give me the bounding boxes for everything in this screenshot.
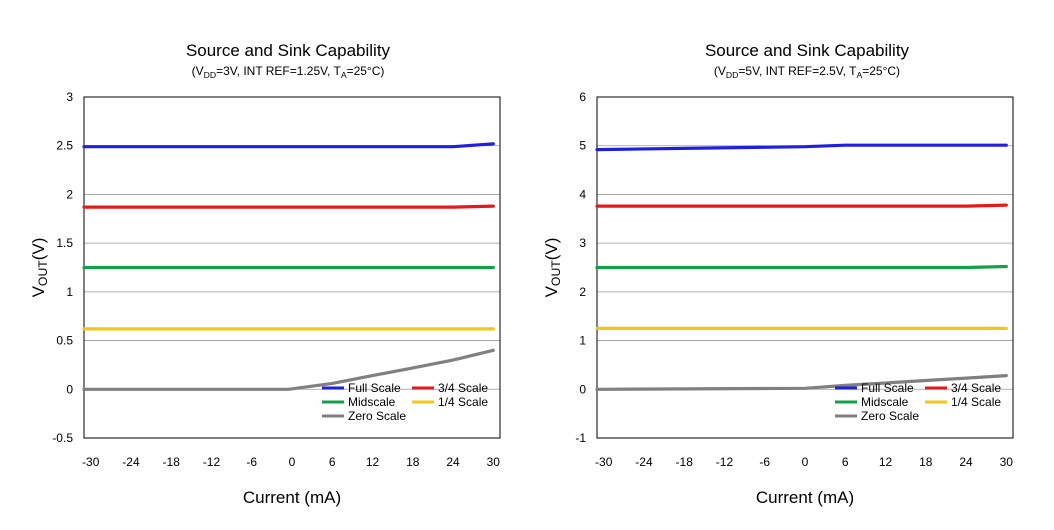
x-tick-label: 24 (959, 455, 973, 469)
chart-2: Source and Sink Capability (VDD=5V, INT R… (542, 41, 1014, 507)
x-tick-label: -6 (246, 455, 257, 469)
x-tick-label: -24 (122, 455, 140, 469)
subtitle-part: =25°C) (862, 64, 900, 78)
subtitle-part: (V (192, 64, 204, 78)
x-tick-label: -18 (163, 455, 181, 469)
y-tick-label: -1 (575, 431, 586, 445)
x-tick-label: 30 (1000, 455, 1014, 469)
series-line-full-scale (82, 142, 495, 149)
x-tick-label: 0 (289, 455, 296, 469)
x-tick-label: -18 (676, 455, 694, 469)
y-tick-label: 2.5 (56, 139, 73, 153)
x-tick-label: 6 (842, 455, 849, 469)
x-tick-label: -24 (635, 455, 653, 469)
subtitle-subscript: DD (726, 70, 738, 80)
series-line-zero-scale (82, 348, 495, 391)
y-axis-label: VOUT(V) (542, 238, 563, 298)
y-tick-label: 4 (579, 187, 586, 201)
legend-label: Midscale (861, 395, 909, 409)
chart-subtitle: (VDD=5V, INT REF=2.5V, TA=25°C) (714, 64, 900, 80)
x-tick-label: -12 (203, 455, 221, 469)
y-tick-label: 1 (579, 334, 586, 348)
x-tick-label: -6 (759, 455, 770, 469)
x-tick-label: 18 (406, 455, 420, 469)
y-axis-label-subscript: OUT (549, 260, 563, 286)
x-axis-label: Current (mA) (243, 488, 341, 507)
series-line-midscale (595, 264, 1008, 270)
x-tick-label: 12 (366, 455, 380, 469)
series-line-3-4-scale (595, 203, 1008, 208)
y-tick-label: 0 (579, 382, 586, 396)
legend-label: 1/4 Scale (438, 395, 488, 409)
y-tick-label: 3 (579, 236, 586, 250)
y-tick-label: 6 (579, 90, 586, 104)
legend-label: 1/4 Scale (951, 395, 1001, 409)
subtitle-subscript: A (341, 70, 347, 80)
x-tick-label: -30 (82, 455, 100, 469)
x-tick-label: 30 (487, 455, 501, 469)
y-tick-label: 0.5 (56, 334, 73, 348)
y-tick-label: 1.5 (56, 236, 73, 250)
legend-label: Full Scale (348, 381, 401, 395)
legend-label: 3/4 Scale (951, 381, 1001, 395)
legend: Full Scale 3/4 Scale Midscale 1/4 Scale Zero… (835, 381, 1001, 423)
x-tick-label: 6 (329, 455, 336, 469)
legend-label: 3/4 Scale (438, 381, 488, 395)
y-axis-label-subscript: OUT (36, 260, 50, 286)
y-axis-label: VOUT(V) (29, 238, 50, 298)
subtitle-part: =3V, INT REF=1.25V, T (216, 64, 341, 78)
chart-subtitle: (VDD=3V, INT REF=1.25V, TA=25°C) (192, 64, 385, 80)
x-tick-label: 0 (802, 455, 809, 469)
y-tick-label: -0.5 (52, 431, 73, 445)
y-tick-label: 0 (66, 382, 73, 396)
x-tick-label: 24 (446, 455, 460, 469)
subtitle-part: =5V, INT REF=2.5V, T (738, 64, 857, 78)
chart-title: Source and Sink Capability (705, 41, 910, 60)
x-tick-label: 18 (919, 455, 933, 469)
legend-label: Zero Scale (861, 409, 919, 423)
legend-label: Midscale (348, 395, 396, 409)
y-tick-label: 5 (579, 139, 586, 153)
y-tick-label: 2 (66, 187, 73, 201)
chart-1: Source and Sink Capability (VDD=3V, INT R… (29, 41, 501, 507)
subtitle-subscript: DD (204, 70, 216, 80)
y-tick-label: 3 (66, 90, 73, 104)
subtitle-subscript: A (856, 70, 862, 80)
x-tick-label: -30 (595, 455, 613, 469)
x-axis-label: Current (mA) (756, 488, 854, 507)
series-line-3-4-scale (82, 204, 495, 209)
series-line-zero-scale (595, 374, 1008, 391)
y-axis-label-main: V (542, 285, 561, 297)
y-tick-label: 2 (579, 285, 586, 299)
y-axis-label-unit: (V) (29, 238, 48, 261)
y-axis-label-unit: (V) (542, 238, 561, 261)
legend-label: Zero Scale (348, 409, 406, 423)
legend-label: Full Scale (861, 381, 914, 395)
series-line-full-scale (595, 143, 1008, 152)
y-tick-label: 1 (66, 285, 73, 299)
y-axis-label-main: V (29, 285, 48, 297)
subtitle-part: =25°C) (347, 64, 385, 78)
subtitle-part: (V (714, 64, 726, 78)
x-tick-label: 12 (879, 455, 893, 469)
x-tick-label: -12 (716, 455, 734, 469)
chart-title: Source and Sink Capability (186, 41, 391, 60)
legend: Full Scale 3/4 Scale Midscale 1/4 Scale Zero… (322, 381, 488, 423)
